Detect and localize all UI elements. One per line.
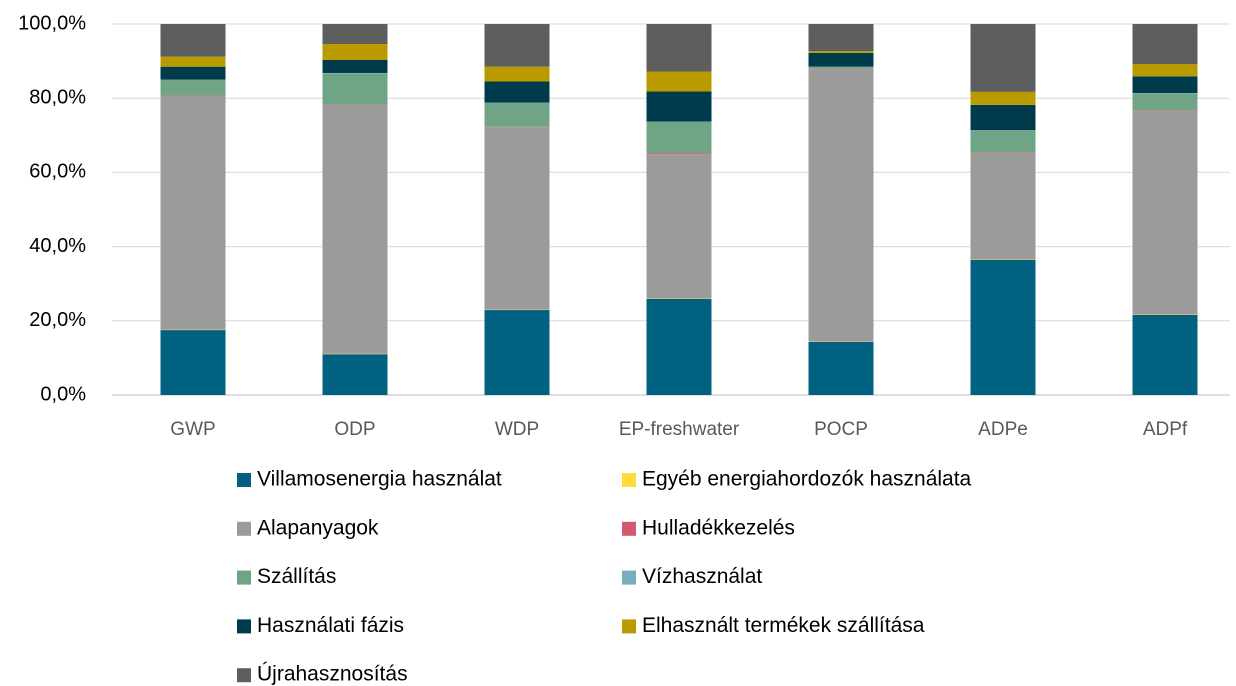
y-tick-label: 100,0%	[18, 12, 86, 34]
bar-segment	[322, 44, 388, 60]
legend-label: Szállítás	[257, 565, 336, 588]
bar-segment	[160, 66, 226, 80]
bar-segment	[646, 153, 712, 155]
y-tick-label: 40,0%	[29, 235, 86, 257]
bar-segment	[322, 24, 388, 45]
bar-segment	[484, 24, 550, 67]
legend-swatch	[622, 570, 636, 585]
bar-segment	[160, 95, 226, 330]
legend-swatch	[237, 619, 251, 634]
bar-segment	[808, 69, 874, 342]
bar-segment	[808, 341, 874, 395]
bar-segment	[646, 121, 712, 154]
bar-segment	[160, 56, 226, 67]
bar-segment	[808, 67, 874, 69]
bar-segment	[808, 52, 874, 67]
bar-segment	[322, 354, 388, 395]
bar-segment	[808, 24, 874, 52]
legend-label: Alapanyagok	[257, 516, 379, 539]
x-tick-label: GWP	[170, 419, 215, 440]
x-tick-label: ODP	[334, 419, 375, 440]
x-tick-label: EP-freshwater	[619, 419, 740, 440]
bar-segment	[970, 91, 1036, 105]
legend-label: Újrahasznosítás	[257, 663, 408, 686]
bar-segment	[1132, 64, 1198, 77]
x-tick-label: ADPf	[1143, 419, 1188, 440]
bar-segment	[484, 310, 550, 395]
bar-segment	[646, 91, 712, 122]
legend-swatch	[622, 473, 636, 487]
bar-segment	[646, 24, 712, 72]
legend-swatch	[237, 521, 251, 536]
bar-segment	[484, 66, 550, 82]
legend-swatch	[237, 570, 251, 585]
bar-segment	[1132, 314, 1198, 395]
bar-segment	[970, 24, 1036, 92]
y-tick-label: 20,0%	[29, 309, 86, 331]
x-tick-label: ADPe	[978, 419, 1028, 440]
bar-segment	[484, 81, 550, 103]
legend-swatch	[237, 473, 251, 487]
bar-segment	[1132, 110, 1198, 315]
bar-segment	[970, 130, 1036, 152]
bar-segment	[646, 298, 712, 395]
bar-segment	[484, 103, 550, 127]
legend-label: Vízhasználat	[642, 565, 762, 588]
bar-segment	[1132, 24, 1198, 65]
x-tick-label: WDP	[495, 419, 539, 440]
bar-segment	[970, 104, 1036, 131]
bar-segment	[970, 259, 1036, 395]
legend-swatch	[237, 668, 251, 683]
bar-segment	[322, 104, 388, 354]
bar-segment	[160, 80, 226, 96]
bar-segment	[322, 59, 388, 73]
bar-segment	[160, 330, 226, 395]
legend-label: Villamosenergia használat	[257, 468, 502, 491]
y-tick-label: 60,0%	[29, 161, 86, 183]
bar-segment	[322, 73, 388, 105]
legend-label: Hulladékkezelés	[642, 516, 795, 539]
legend-label: Használati fázis	[257, 614, 404, 637]
x-tick-label: POCP	[814, 419, 868, 440]
y-tick-label: 80,0%	[29, 86, 86, 108]
y-tick-label: 0,0%	[40, 383, 86, 405]
bar-segment	[484, 127, 550, 310]
bar-segment	[970, 152, 1036, 260]
legend-label: Egyéb energiahordozók használata	[642, 468, 972, 491]
bar-segment	[160, 24, 226, 57]
legend-label: Elhasznált termékek szállítása	[642, 614, 925, 637]
legend-swatch	[622, 619, 636, 634]
bar-segment	[808, 51, 874, 53]
bar-segment	[646, 71, 712, 92]
legend-swatch	[622, 521, 636, 536]
bar-segment	[1132, 76, 1198, 94]
bar-segment	[1132, 93, 1198, 111]
bar-segment	[646, 154, 712, 299]
